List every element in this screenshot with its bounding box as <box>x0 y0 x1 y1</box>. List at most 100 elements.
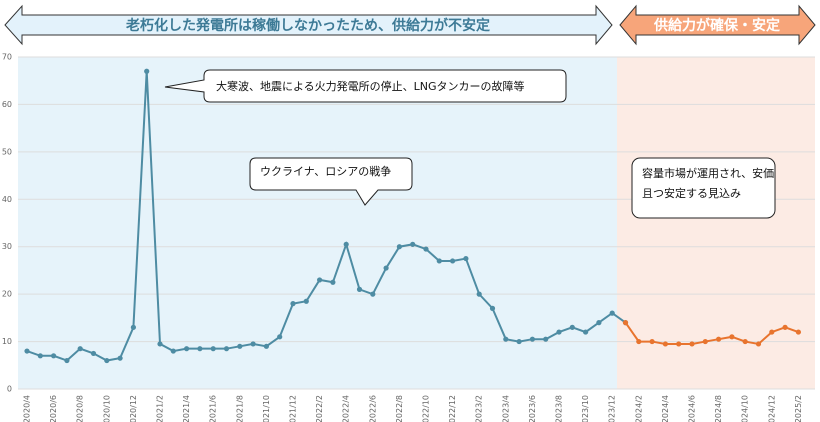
data-point <box>263 343 269 349</box>
x-tick-label: 2023/2 <box>475 395 484 422</box>
data-point <box>24 348 30 354</box>
x-tick-label: 2020/12 <box>129 395 138 422</box>
x-tick-label: 2022/2 <box>315 395 324 422</box>
annotation-text: ウクライナ、ロシアの戦争 <box>260 164 391 178</box>
data-point <box>343 241 349 247</box>
data-point <box>157 341 163 347</box>
data-point <box>64 357 70 364</box>
data-point <box>702 338 708 345</box>
data-point <box>317 277 323 283</box>
x-tick-label: 2020/6 <box>49 395 58 422</box>
data-point <box>755 341 762 347</box>
data-point <box>716 336 722 342</box>
x-tick-label: 2024/12 <box>767 395 776 422</box>
data-point <box>556 329 562 335</box>
data-point <box>170 348 176 354</box>
x-tick-label: 2022/4 <box>342 395 351 422</box>
data-point <box>51 353 57 359</box>
x-tick-label: 2024/4 <box>661 395 670 422</box>
data-point <box>795 329 802 335</box>
annotation-text: 且つ安定する見込み <box>642 186 741 200</box>
y-tick-label: 50 <box>2 147 12 156</box>
banner-text: 老朽化した発電所は稼働しなかったため、供給力が不安定 <box>126 17 490 34</box>
data-point <box>769 329 775 335</box>
data-point <box>117 355 123 361</box>
x-tick-label: 2025/2 <box>794 395 803 422</box>
data-point <box>383 265 389 271</box>
x-tick-label: 2024/2 <box>634 395 643 422</box>
data-point <box>729 334 735 340</box>
data-point <box>476 291 482 297</box>
data-point <box>356 286 363 292</box>
data-point <box>223 346 230 352</box>
stable-region <box>617 57 815 389</box>
callout-box <box>249 157 413 206</box>
x-tick-label: 2021/6 <box>209 395 218 422</box>
data-point <box>370 291 376 297</box>
x-tick-label: 2023/8 <box>555 395 564 422</box>
annotation-text: 容量市場が運用され、安価 <box>642 166 774 180</box>
callout-box <box>164 69 567 103</box>
data-point <box>489 305 496 311</box>
data-point <box>450 258 456 264</box>
data-point <box>290 301 296 307</box>
x-tick-label: 2021/2 <box>156 395 165 422</box>
data-point <box>742 338 748 345</box>
data-point <box>662 341 669 347</box>
x-tick-label: 2020/8 <box>76 395 85 422</box>
data-point <box>277 334 283 340</box>
data-point <box>210 346 216 352</box>
data-point <box>90 350 97 357</box>
data-point <box>676 341 682 347</box>
y-tick-label: 60 <box>2 100 12 109</box>
unstable-region <box>18 57 617 389</box>
x-tick-label: 2024/10 <box>741 395 750 422</box>
x-tick-label: 2021/8 <box>235 395 244 422</box>
data-point <box>636 338 642 345</box>
data-point <box>569 324 575 330</box>
data-point <box>144 68 150 74</box>
data-point <box>423 246 429 252</box>
data-point <box>529 336 536 342</box>
data-point <box>583 329 589 335</box>
y-tick-label: 10 <box>2 337 12 346</box>
data-point <box>782 324 788 330</box>
data-point <box>197 346 203 352</box>
data-point <box>516 338 522 345</box>
x-tick-label: 2022/12 <box>448 395 457 422</box>
data-point <box>649 338 655 345</box>
x-tick-label: 2022/6 <box>368 395 377 422</box>
data-point <box>130 324 136 330</box>
banner-arrow <box>619 4 816 46</box>
x-tick-label: 2021/4 <box>182 395 191 422</box>
data-point <box>622 320 629 326</box>
x-tick-label: 2024/8 <box>714 395 723 422</box>
data-point <box>104 357 110 364</box>
x-tick-label: 2023/12 <box>608 395 617 422</box>
data-point <box>396 244 402 250</box>
data-point <box>250 341 256 347</box>
y-tick-label: 20 <box>2 290 12 299</box>
data-point <box>543 336 549 342</box>
y-tick-label: 0 <box>7 385 12 394</box>
data-point <box>237 343 243 349</box>
data-point <box>184 346 190 352</box>
x-tick-label: 2020/10 <box>102 395 111 422</box>
data-point <box>303 298 309 304</box>
annotation-text: 大寒波、地震による火力発電所の停止、LNGタンカーの故障等 <box>216 79 525 93</box>
data-point <box>503 336 509 342</box>
data-point <box>436 258 442 264</box>
banner-text: 供給力が確保・安定 <box>653 17 780 34</box>
data-point <box>609 310 615 316</box>
x-tick-label: 2023/6 <box>528 395 537 422</box>
banner-arrow <box>4 4 613 46</box>
y-tick-label: 70 <box>2 53 12 62</box>
x-tick-label: 2022/10 <box>422 395 431 422</box>
x-tick-label: 2024/6 <box>688 395 697 422</box>
y-tick-label: 40 <box>2 195 12 204</box>
series-line <box>26 71 627 362</box>
y-tick-label: 30 <box>2 242 12 251</box>
x-tick-label: 2020/4 <box>23 395 32 422</box>
data-point <box>689 341 695 347</box>
